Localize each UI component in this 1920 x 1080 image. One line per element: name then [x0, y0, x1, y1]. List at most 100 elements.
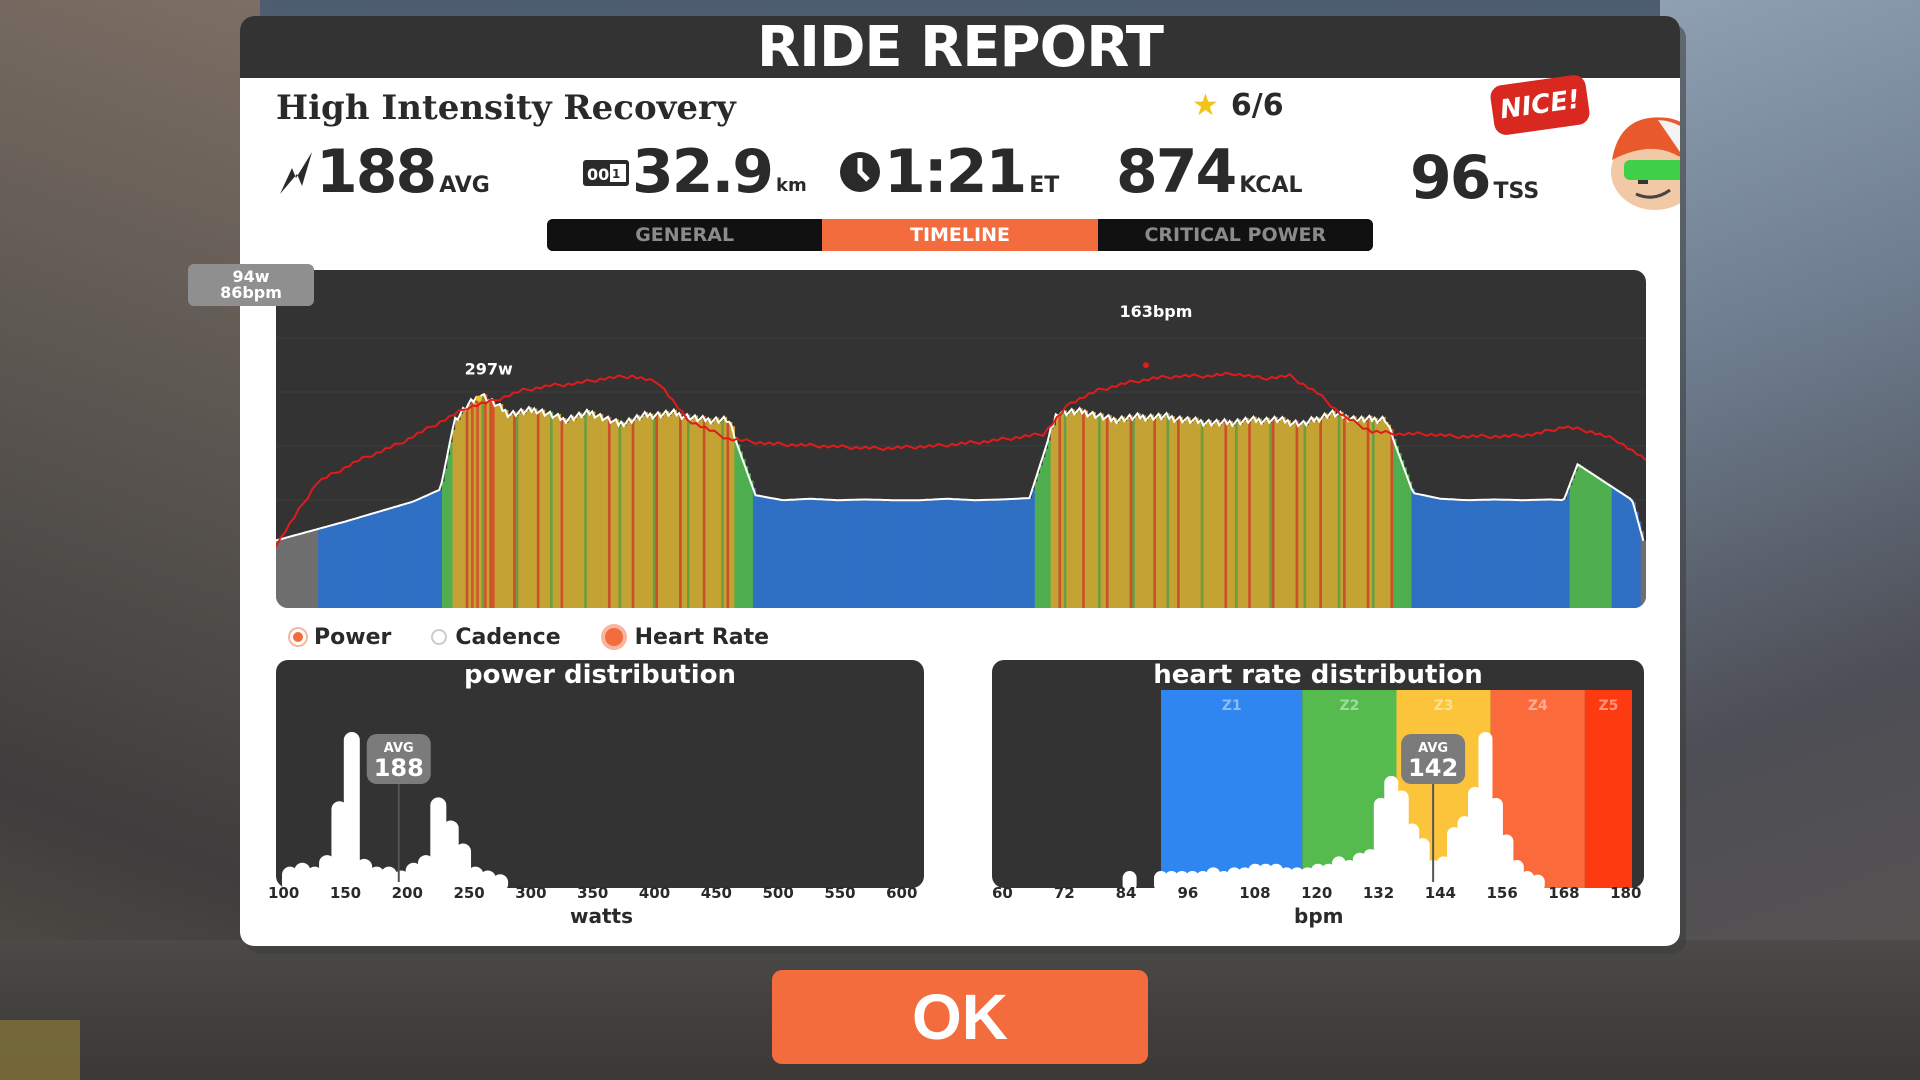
power-bar — [1398, 453, 1402, 608]
distance-unit: km — [776, 175, 807, 196]
power-bar — [1482, 499, 1486, 608]
power-bar — [394, 507, 398, 608]
power-bar — [1287, 420, 1291, 608]
legend-heart-rate-toggle[interactable]: Heart Rate — [600, 624, 769, 650]
power-radio-icon — [290, 629, 306, 645]
tab-critical-power[interactable]: CRITICAL POWER — [1097, 219, 1373, 251]
power-bar — [771, 498, 775, 608]
background-right — [1660, 0, 1920, 1080]
power-bar — [1240, 424, 1244, 608]
legend-power-toggle[interactable]: Power — [290, 625, 391, 650]
power-bar — [908, 500, 912, 608]
power-bar — [852, 499, 857, 608]
power-bar — [1158, 413, 1162, 608]
power-bar — [1572, 478, 1576, 608]
power-bar — [700, 418, 704, 608]
power-axis-tick: 250 — [453, 884, 485, 902]
power-bar — [776, 499, 780, 608]
power-bar — [1261, 423, 1265, 608]
power-bar — [304, 532, 309, 608]
tab-timeline[interactable]: TIMELINE — [822, 219, 1098, 251]
power-bar — [505, 409, 509, 608]
tss-value: 96 — [1410, 143, 1491, 213]
power-bar — [1219, 425, 1223, 608]
power-bar — [1588, 471, 1592, 608]
power-bar — [1116, 422, 1120, 608]
power-bar — [1335, 416, 1339, 608]
power-bar — [971, 500, 975, 608]
power-bar — [1129, 414, 1133, 608]
power-bar — [750, 480, 754, 608]
legend-cadence-toggle[interactable]: Cadence — [431, 625, 561, 650]
ride-report-header: RIDE REPORT — [240, 16, 1680, 80]
distribution-bar — [405, 862, 422, 888]
power-bar — [874, 499, 878, 608]
tab-general[interactable]: GENERAL — [547, 219, 823, 251]
power-bar — [1074, 414, 1078, 608]
power-bar — [715, 417, 720, 608]
distribution-bar — [1122, 871, 1137, 888]
power-bar — [1292, 423, 1297, 608]
power-bar — [1516, 500, 1521, 608]
power-bar — [413, 501, 417, 608]
power-bar — [484, 394, 488, 608]
power-bar — [1561, 500, 1565, 608]
avg-marker-badge — [1401, 734, 1466, 784]
power-bar — [1161, 418, 1165, 608]
power-bar — [1124, 421, 1128, 608]
power-bar — [344, 521, 348, 608]
power-bar — [1498, 499, 1502, 608]
power-bar — [842, 500, 846, 608]
power-bar — [1440, 498, 1444, 608]
power-bar — [418, 499, 422, 608]
power-bar — [947, 498, 952, 608]
power-bar — [1095, 417, 1099, 608]
power-bar — [1069, 412, 1073, 608]
power-bar — [879, 499, 883, 608]
power-bar — [1559, 499, 1563, 608]
power-bar — [613, 421, 617, 608]
power-bar — [673, 409, 678, 608]
power-bar — [1190, 422, 1194, 608]
distribution-bar — [430, 797, 447, 888]
power-bar — [557, 413, 562, 608]
power-bar — [839, 500, 844, 608]
heart-rate-axis-tick: 156 — [1486, 884, 1518, 902]
power-bar — [892, 500, 896, 608]
background-road-marking — [0, 1020, 80, 1080]
power-bar — [816, 499, 820, 608]
power-bar — [492, 399, 496, 608]
power-bar — [1277, 422, 1281, 608]
power-bar — [1356, 422, 1360, 608]
power-bar — [318, 528, 322, 608]
power-bar — [718, 422, 722, 608]
ok-button[interactable]: OK — [772, 970, 1148, 1064]
power-bar — [1026, 498, 1031, 608]
power-bar — [1580, 465, 1584, 608]
power-bar — [1053, 425, 1057, 608]
power-bar — [463, 407, 467, 608]
power-bar — [1358, 419, 1363, 608]
power-bar — [665, 410, 670, 608]
power-bar — [1213, 422, 1218, 608]
power-bar — [784, 500, 788, 608]
power-bar — [918, 500, 923, 608]
power-axis-tick: 300 — [515, 884, 547, 902]
power-bar — [1061, 413, 1065, 608]
timeline-chart[interactable]: 163bpm 297w — [276, 270, 1646, 608]
power-bar — [1306, 425, 1310, 608]
power-bar — [974, 500, 978, 608]
peak-power-label: 297w — [465, 360, 513, 379]
cadence-radio-icon — [431, 629, 448, 645]
ride-report-title: RIDE REPORT — [756, 16, 1164, 80]
power-bar — [737, 444, 741, 608]
power-bar — [384, 510, 388, 608]
power-bar — [618, 425, 622, 608]
power-bar — [457, 419, 462, 608]
power-bar — [402, 504, 406, 608]
power-bar — [1150, 414, 1154, 608]
power-bar — [315, 529, 319, 608]
heart-rate-axis-tick: 180 — [1610, 884, 1642, 902]
power-bar — [953, 499, 957, 608]
power-bar — [797, 499, 801, 608]
